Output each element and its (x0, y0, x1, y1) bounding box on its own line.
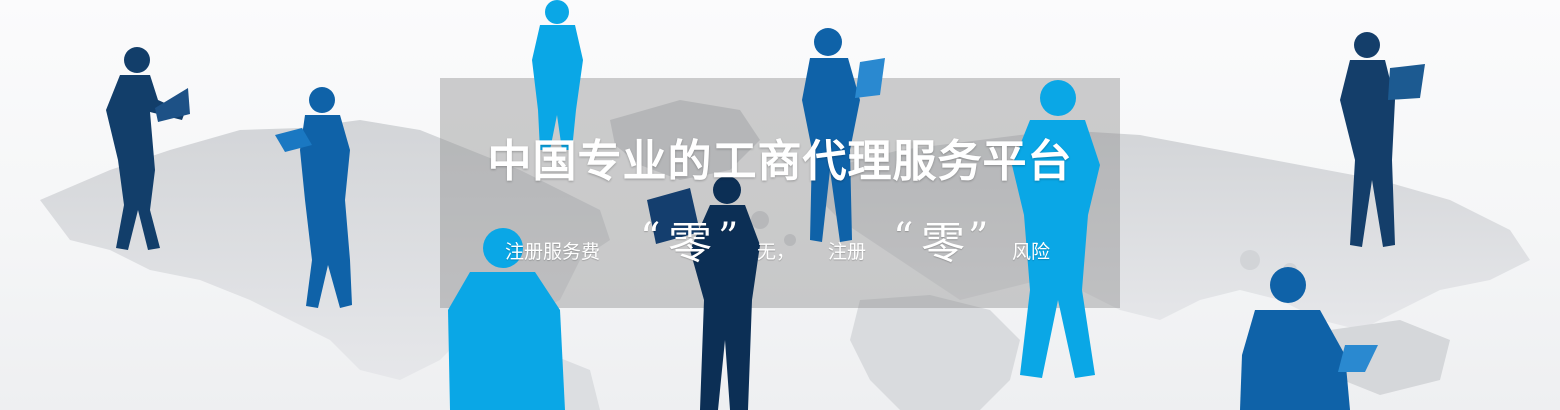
subline-zero-1: 零 (668, 218, 712, 269)
subline-none: 无， (757, 241, 796, 263)
person-with-laptop-icon (106, 47, 190, 250)
person-holding-folder-icon (647, 176, 760, 410)
subline-close-quote-2: ” (968, 215, 989, 261)
person-calling-icon (448, 228, 565, 410)
subline-zero-2: 零 (921, 218, 965, 269)
person-headset-tablet-icon (1240, 267, 1378, 410)
person-reading-tablet-icon (802, 28, 885, 242)
person-with-tablet-icon (275, 87, 352, 308)
banner-headline: 中国专业的工商代理服务平台 (487, 136, 1073, 187)
subline-close-quote-1: ” (718, 215, 739, 261)
person-woman-laptop-icon (1340, 32, 1425, 247)
subline-register: 注册 (828, 241, 867, 263)
subline-risk: 风险 (1012, 241, 1051, 263)
person-standing-icon (532, 0, 583, 150)
subline-open-quote-2: “ (893, 215, 914, 261)
subline-service-fee: 注册服务费 (505, 241, 601, 263)
person-on-phone-icon (1012, 80, 1100, 378)
subline-open-quote-1: “ (640, 215, 661, 261)
